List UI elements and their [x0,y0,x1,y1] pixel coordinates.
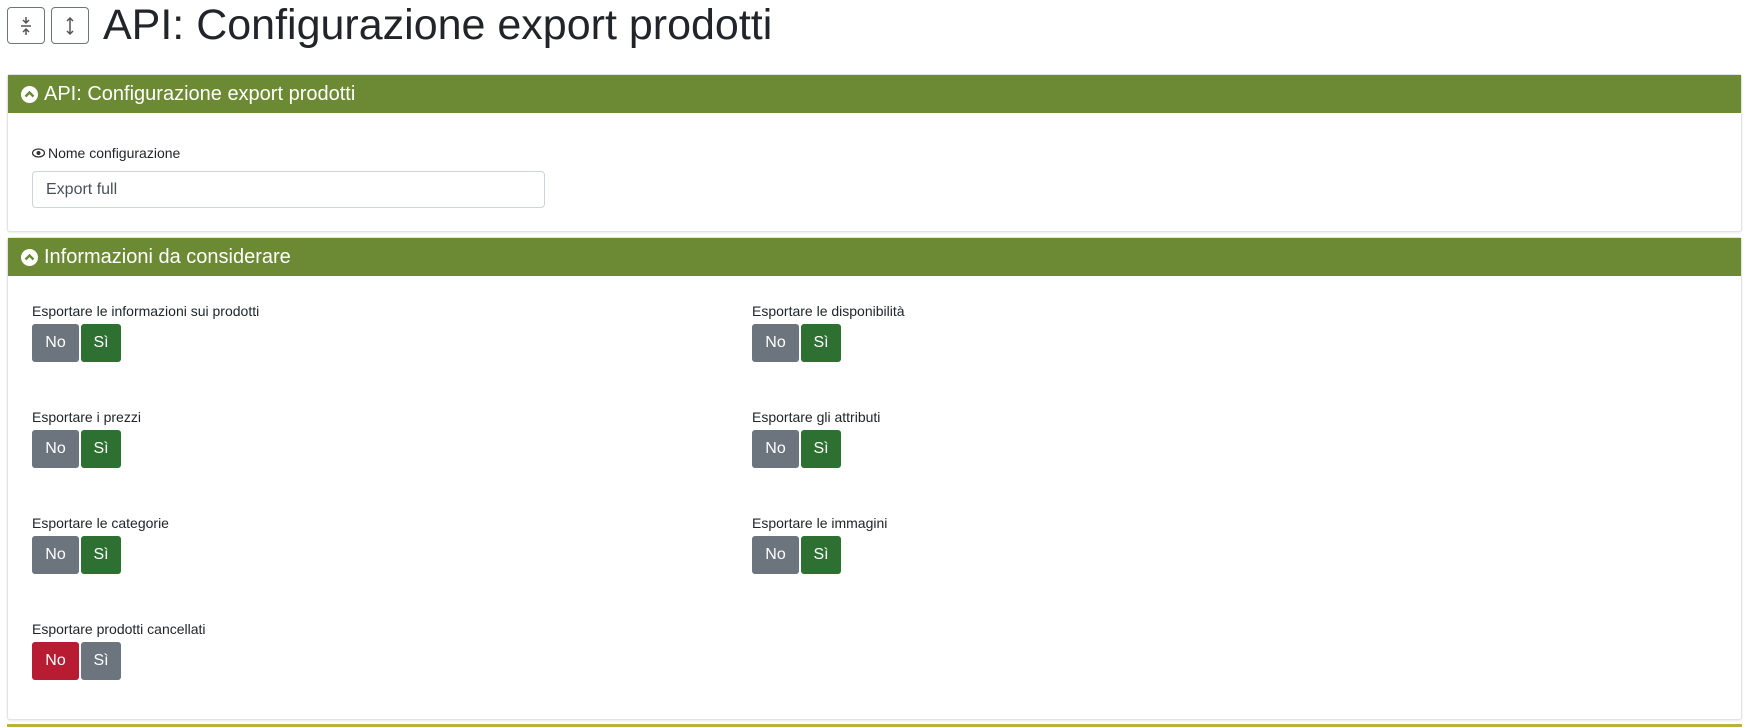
panel: Informazioni da considerare Esportare le … [7,237,1742,720]
field-label: Nome configurazione [32,145,180,161]
toggle-label: Esportare i prezzi [32,409,141,425]
panel-title: Informazioni da considerare [44,246,291,268]
toggle-label: Esportare le immagini [752,515,888,531]
toggle-label: Esportare le categorie [32,515,169,531]
toggle-option[interactable]: Sì [81,324,121,362]
text-input[interactable]: Export full [32,171,545,208]
toggle-option[interactable]: No [752,430,799,468]
eye-icon [32,148,45,158]
toggle-option[interactable]: Sì [81,642,121,680]
toggle-option[interactable]: No [752,536,799,574]
toggle-label: Esportare prodotti cancellati [32,621,206,637]
toggle-label: Esportare le disponibilità [752,303,905,319]
toggle-option[interactable]: Sì [81,536,121,574]
collapse-all-button[interactable] [7,7,45,44]
panel: API: Configurazione export prodotti Nome … [7,74,1742,232]
toggle-label: Esportare le informazioni sui prodotti [32,303,260,319]
collapse-icon [21,248,38,266]
next-panel-edge [7,724,1742,727]
page-title: API: Configurazione export prodotti [103,1,773,49]
toggle-option[interactable]: Sì [801,430,841,468]
field-label-text: Nome configurazione [48,145,181,161]
collapse-icon [21,85,38,103]
panel-header[interactable]: Informazioni da considerare [8,238,1741,276]
expand-all-button[interactable] [51,7,89,44]
toggle-option[interactable]: No [32,324,79,362]
panel-header[interactable]: API: Configurazione export prodotti [8,75,1741,113]
toggle-option[interactable]: No [32,642,79,680]
toggle-option[interactable]: Sì [801,536,841,574]
toggle-option[interactable]: No [32,536,79,574]
panel-title: API: Configurazione export prodotti [44,83,356,105]
toggle-option[interactable]: No [752,324,799,362]
toggle-option[interactable]: Sì [801,324,841,362]
toggle-label: Esportare gli attributi [752,409,881,425]
toggle-option[interactable]: No [32,430,79,468]
toggle-option[interactable]: Sì [81,430,121,468]
